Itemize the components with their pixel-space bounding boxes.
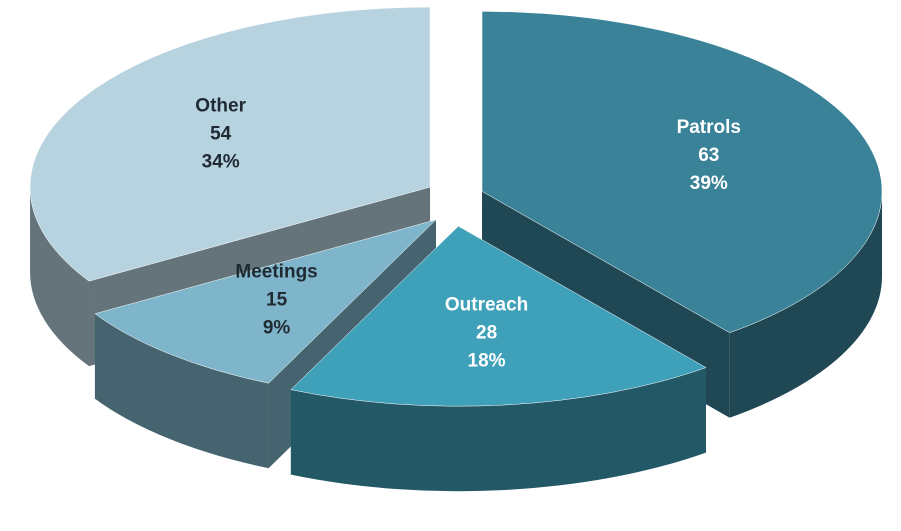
slice-value: 28 [476, 322, 497, 343]
outer-wall [94, 313, 269, 469]
slice-label: Other [195, 95, 246, 116]
slice-label: Outreach [445, 294, 528, 315]
outer-wall [30, 187, 89, 367]
slice-label: Patrols [677, 117, 741, 138]
slice [481, 11, 883, 333]
slice-percent: 9% [263, 317, 291, 338]
outer-wall [290, 367, 706, 492]
outer-wall [729, 191, 883, 418]
slice-value: 15 [266, 289, 288, 310]
slice [290, 225, 707, 407]
slice-percent: 39% [690, 173, 728, 194]
slice-percent: 18% [468, 350, 506, 371]
slice-label: Meetings [235, 261, 317, 282]
slice-tops [29, 6, 883, 407]
slice-value: 63 [698, 145, 719, 166]
slice [29, 6, 431, 282]
slice-value: 54 [210, 123, 232, 144]
slice-labels: Patrols 63 39% Outreach 28 18% Meetings 15 9% Oth… [195, 95, 741, 371]
slice-percent: 34% [202, 151, 240, 172]
slice [94, 219, 437, 384]
